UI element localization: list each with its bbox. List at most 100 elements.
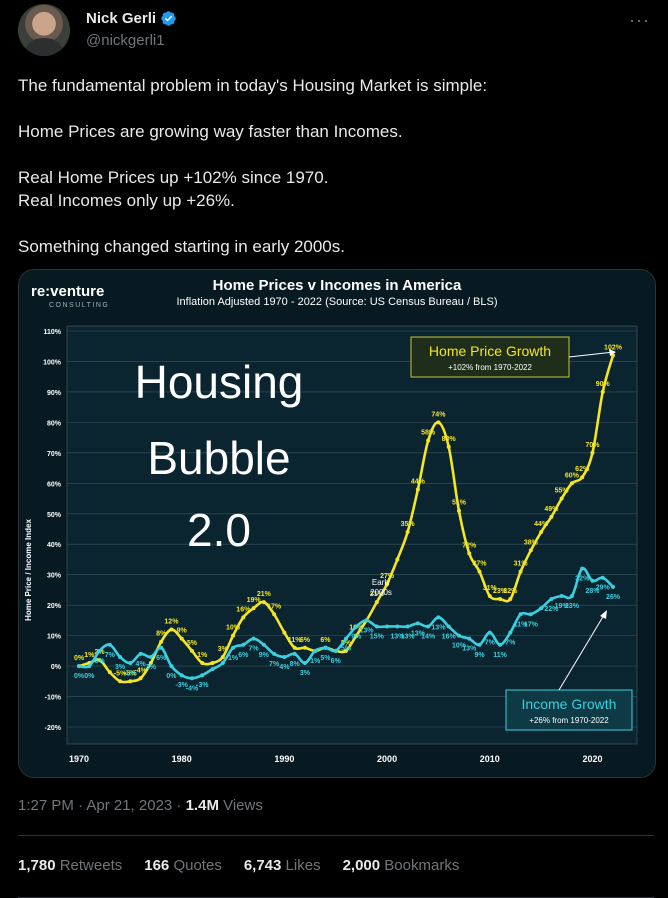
home-price-data-label: 44% — [411, 478, 426, 485]
home-price-data-label: -4% — [134, 667, 147, 674]
income-data-label: 4% — [279, 664, 290, 671]
income-point — [251, 636, 256, 641]
author-name[interactable]: Nick Gerli — [86, 10, 177, 27]
income-data-label: 7% — [269, 661, 280, 668]
home-price-point — [118, 679, 123, 684]
home-price-point — [210, 661, 215, 666]
home-price-data-label: 72% — [462, 542, 477, 549]
income-point — [415, 621, 420, 626]
home-price-point — [498, 597, 503, 602]
home-price-data-label: 10% — [226, 625, 241, 632]
y-tick-label: 90% — [47, 390, 62, 397]
tweet-header: Nick Gerli @nickgerli1 ··· — [18, 4, 658, 60]
home-price-data-label: -5% — [114, 670, 127, 677]
likes-stat[interactable]: 6,743 Likes — [244, 857, 321, 874]
income-point — [210, 667, 215, 672]
bookmarks-label: Bookmarks — [384, 857, 460, 874]
home-price-data-label: 37% — [472, 561, 487, 568]
more-options-icon[interactable]: ··· — [629, 10, 650, 30]
bookmarks-stat[interactable]: 2,000 Bookmarks — [343, 857, 460, 874]
income-data-label: 11% — [493, 652, 507, 659]
quotes-stat[interactable]: 166 Quotes — [144, 857, 222, 874]
income-data-label: 9% — [474, 652, 485, 659]
home-price-point — [590, 450, 595, 455]
home-price-point — [405, 530, 410, 535]
y-tick-label: 80% — [47, 420, 62, 427]
income-data-label: 9% — [259, 652, 270, 659]
home-price-data-label: 35% — [401, 521, 416, 528]
income-data-label: 5% — [341, 646, 352, 653]
author-name-text[interactable]: Nick Gerli — [86, 10, 157, 27]
home-price-point — [467, 551, 472, 556]
income-point — [77, 664, 81, 669]
income-data-label: 0% — [166, 673, 177, 680]
author-handle[interactable]: @nickgerli1 — [86, 32, 165, 49]
x-tick-label: 2000 — [377, 754, 397, 764]
chart-title: Home Prices v Incomes in America — [213, 277, 462, 294]
income-point — [600, 575, 605, 580]
home-price-point — [189, 648, 194, 653]
income-data-label: 23% — [565, 603, 580, 610]
income-point — [189, 676, 194, 681]
income-point — [282, 654, 287, 659]
likes-count: 6,743 — [243, 857, 282, 874]
income-arrowhead-icon — [600, 610, 607, 619]
y-tick-label: -20% — [45, 725, 62, 732]
income-data-label: 6% — [238, 652, 249, 659]
income-point — [138, 651, 143, 656]
income-point — [97, 648, 102, 653]
home-price-data-label: 5% — [187, 640, 198, 647]
income-point — [385, 624, 390, 629]
home-price-point — [292, 645, 297, 650]
home-price-data-label: 44% — [534, 521, 549, 528]
home-price-data-label: 55% — [555, 488, 570, 495]
home-price-point — [426, 438, 431, 443]
income-data-label: 1% — [125, 670, 136, 677]
tweet-line: The fundamental problem in today's Housi… — [18, 76, 488, 95]
tweet-media-chart[interactable]: re:venture CONSULTING Home Prices v Inco… — [18, 269, 656, 778]
income-data-label: 19% — [555, 603, 570, 610]
income-data-label: 6% — [331, 658, 342, 665]
verified-badge-icon — [161, 11, 176, 26]
home-price-point — [128, 679, 133, 684]
bookmarks-count: 2,000 — [342, 857, 381, 874]
logo-main: re:venture — [31, 283, 104, 300]
home-price-point — [446, 444, 451, 449]
avatar[interactable] — [18, 4, 70, 56]
income-data-label: 13% — [360, 627, 375, 634]
home-price-arrowhead-icon — [609, 349, 616, 356]
home-price-data-label: 27% — [380, 573, 395, 580]
home-price-data-label: 31% — [483, 585, 498, 592]
income-point — [467, 636, 472, 641]
logo-sub: CONSULTING — [49, 302, 109, 309]
income-data-label: 16% — [442, 633, 457, 640]
income-point — [446, 624, 451, 629]
home-price-data-label: 17% — [267, 603, 282, 610]
plot-area — [66, 325, 638, 745]
x-tick-label: 2010 — [480, 754, 500, 764]
home-price-point — [282, 630, 287, 635]
income-data-label: 17% — [524, 621, 539, 628]
home-price-legend-title: Home Price Growth — [429, 343, 551, 359]
tweet-timestamp[interactable]: 1:27 PM · Apr 21, 2023 · — [18, 797, 186, 814]
income-data-label: 0% — [74, 673, 85, 680]
income-data-label: -3% — [175, 682, 188, 689]
home-price-data-label: 21% — [370, 591, 385, 598]
retweets-stat[interactable]: 1,780 Retweets — [18, 857, 122, 874]
home-price-point — [344, 648, 348, 653]
income-point — [374, 624, 379, 629]
income-point — [559, 594, 564, 599]
tweet-line: Home Prices are growing way faster than … — [18, 122, 403, 141]
income-point — [456, 633, 461, 638]
home-price-point — [518, 569, 523, 574]
income-data-label: 9% — [351, 633, 362, 640]
overlay-housing: Housing — [135, 356, 304, 408]
home-price-data-label: 38% — [524, 539, 539, 546]
income-data-label: -4% — [186, 685, 199, 692]
income-point — [539, 606, 544, 611]
income-point — [395, 624, 400, 629]
income-data-label: 4% — [136, 661, 147, 668]
overlay-version: 2.0 — [187, 504, 251, 556]
home-price-point — [220, 654, 225, 659]
y-tick-label: 20% — [47, 603, 62, 610]
